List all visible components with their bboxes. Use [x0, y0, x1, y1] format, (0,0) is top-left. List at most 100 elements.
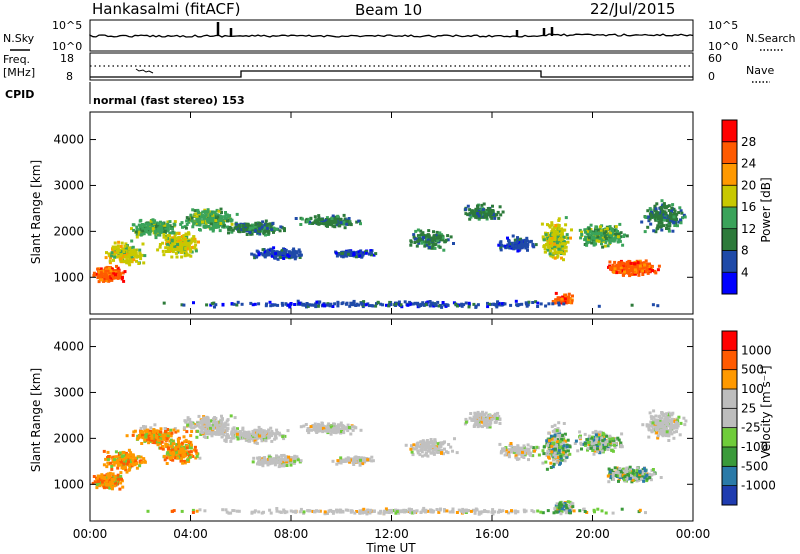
data-cell — [261, 248, 265, 252]
data-cell — [548, 225, 552, 229]
data-cell — [172, 240, 176, 244]
data-cell — [437, 304, 441, 308]
colorbar-segment — [722, 207, 737, 230]
data-cell — [433, 246, 437, 250]
data-cell — [139, 233, 143, 237]
data-cell — [139, 218, 143, 222]
data-cell — [235, 432, 239, 436]
data-cell — [550, 244, 553, 248]
data-cell — [389, 303, 393, 306]
data-cell — [563, 242, 567, 246]
data-cell — [163, 229, 167, 233]
data-cell — [267, 249, 271, 253]
data-cell — [460, 304, 464, 308]
data-cell — [557, 243, 561, 247]
data-cell — [113, 247, 117, 251]
data-cell — [124, 242, 128, 246]
nave-tick-bottom: 0 — [708, 70, 715, 83]
data-cell — [492, 303, 496, 306]
data-cell — [171, 442, 175, 446]
data-cell — [313, 215, 317, 219]
data-cell — [490, 211, 494, 215]
data-cell — [176, 447, 179, 451]
data-cell — [178, 245, 182, 248]
data-cell — [155, 441, 159, 445]
data-cell — [603, 231, 607, 235]
data-cell — [102, 279, 105, 283]
data-cell — [525, 304, 529, 308]
data-cell — [352, 302, 356, 306]
data-cell — [586, 229, 589, 233]
data-cell — [170, 231, 174, 235]
data-cell — [324, 223, 328, 227]
data-cell — [193, 425, 197, 428]
data-cell — [622, 235, 626, 238]
data-cell — [499, 240, 503, 244]
data-cell — [680, 211, 684, 215]
data-cell — [204, 419, 208, 423]
data-cell — [241, 224, 245, 228]
data-cell — [116, 461, 120, 465]
data-cell — [206, 208, 210, 212]
data-cell — [554, 291, 558, 295]
data-cell — [669, 211, 672, 215]
data-cell — [95, 486, 99, 490]
data-cell — [191, 239, 195, 243]
data-cell — [273, 303, 277, 307]
data-cell — [270, 254, 274, 258]
data-cell — [140, 460, 144, 464]
y-tick-label: 1000 — [53, 270, 84, 284]
data-cell — [151, 430, 155, 434]
data-cell — [434, 304, 438, 308]
data-cell — [262, 433, 266, 437]
data-cell — [200, 421, 204, 425]
data-cell — [190, 250, 194, 254]
data-cell — [560, 230, 564, 234]
data-cell — [560, 245, 564, 249]
data-cell — [546, 248, 550, 252]
data-cell — [317, 214, 321, 218]
data-cell — [144, 435, 148, 439]
data-cell — [103, 474, 106, 478]
data-cell — [185, 252, 189, 256]
data-cell — [125, 434, 129, 438]
data-cell — [216, 217, 220, 221]
data-cell — [154, 233, 158, 237]
data-cell — [567, 295, 571, 299]
data-cell — [520, 239, 524, 243]
data-cell — [140, 253, 144, 257]
data-cell — [428, 300, 432, 303]
data-cell — [288, 305, 292, 309]
data-cell — [223, 424, 227, 428]
data-cell — [277, 431, 281, 435]
data-cell — [100, 480, 104, 484]
data-cell — [159, 225, 163, 229]
data-cell — [227, 436, 230, 440]
data-cell — [583, 238, 587, 242]
data-cell — [499, 213, 503, 217]
power-scatter — [92, 199, 687, 309]
data-cell — [110, 274, 114, 278]
data-cell — [116, 251, 120, 255]
data-cell — [349, 222, 352, 226]
data-cell — [215, 423, 219, 427]
data-cell — [255, 255, 258, 259]
data-cell — [226, 219, 229, 223]
data-cell — [116, 464, 120, 468]
data-cell — [276, 303, 280, 307]
data-cell — [629, 265, 633, 269]
data-cell — [189, 213, 193, 217]
data-cell — [548, 238, 551, 242]
data-cell — [587, 227, 591, 231]
data-cell — [613, 232, 617, 236]
data-cell — [195, 215, 199, 219]
data-cell — [101, 274, 104, 278]
data-cell — [230, 430, 234, 434]
data-cell — [106, 472, 110, 476]
data-cell — [170, 448, 174, 452]
data-cell — [197, 211, 200, 215]
beam-title: Beam 10 — [355, 1, 422, 19]
data-cell — [124, 468, 128, 472]
data-cell — [107, 483, 111, 487]
data-cell — [227, 231, 230, 235]
